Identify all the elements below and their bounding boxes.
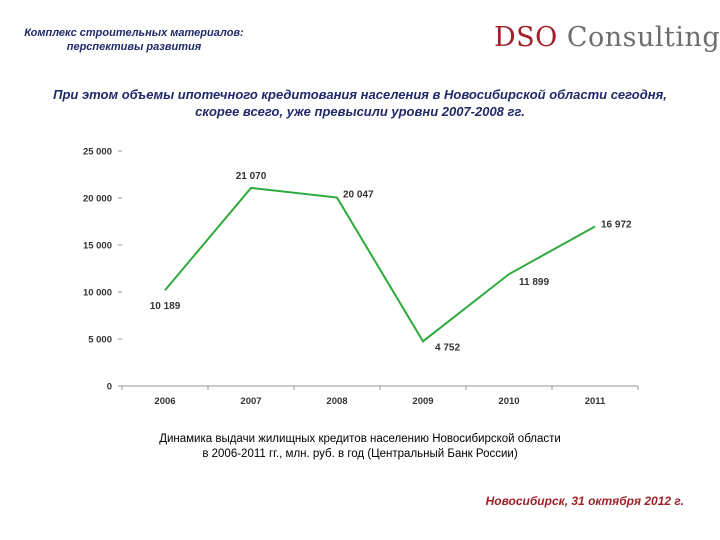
y-tick-label: 5 000 [88,335,112,346]
y-tick-label: 15 000 [83,241,112,252]
y-tick-label: 0 [107,382,112,393]
presentation-subtitle: Комплекс строительных материалов: перспе… [14,26,254,54]
x-tick-label: 2011 [585,396,606,407]
logo-consulting: Consulting [566,22,720,53]
series-line [164,186,596,343]
data-labels: 10 189 21 070 20 047 4 752 11 899 16 972 [150,171,632,353]
x-axis: 2006 2007 2008 2009 2010 2011 [121,385,639,407]
series-mortgage-loans [164,186,596,343]
slide-headline: При этом объемы ипотечного кредитования … [20,86,700,120]
caption-line-1: Динамика выдачи жилищных кредитов населе… [159,433,561,445]
x-tick-label: 2007 [240,396,261,407]
caption-line-2: в 2006-2011 гг., млн. руб. в год (Центра… [202,448,518,460]
y-tick-label: 25 000 [83,147,112,158]
x-tick-label: 2006 [154,396,175,407]
y-tick-label: 20 000 [83,194,112,205]
x-tick-label: 2009 [412,396,433,407]
data-label: 11 899 [519,277,549,288]
x-tick-label: 2008 [326,396,347,407]
logo-dso: DSO [494,22,558,53]
footer-date: Новосибирск, 31 октября 2012 г. [485,494,684,508]
data-label: 21 070 [236,171,267,182]
subtitle-line-2: перспективы развития [66,41,202,53]
data-label: 4 752 [435,342,460,353]
chart-caption: Динамика выдачи жилищных кредитов населе… [110,432,610,462]
data-label: 16 972 [601,219,632,230]
headline-line-1: При этом объемы ипотечного кредитования … [53,87,667,102]
y-tick-label: 10 000 [83,288,112,299]
y-axis: 0 5 000 10 000 15 000 20 000 25 000 [83,147,122,393]
company-logo: DSO Consulting [494,22,720,53]
data-label: 10 189 [150,301,181,312]
headline-line-2: скорее всего, уже превысили уровни 2007-… [195,104,525,119]
subtitle-line-1: Комплекс строительных материалов: [24,27,244,39]
x-tick-label: 2010 [498,396,519,407]
data-label: 20 047 [343,190,374,201]
